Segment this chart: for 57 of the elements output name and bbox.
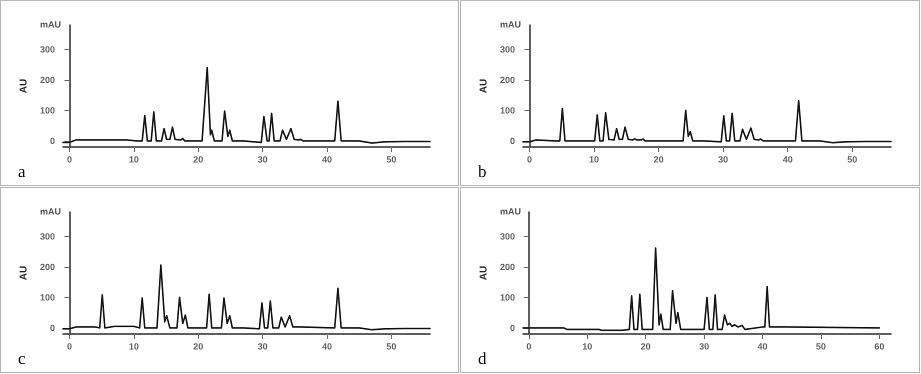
x-tick-label: 20 — [193, 342, 204, 352]
x-tick-label: 40 — [757, 342, 768, 352]
line-series — [62, 66, 431, 144]
x-tick-label: 30 — [258, 342, 268, 352]
text: mAU — [500, 206, 522, 216]
x-tick-label: 50 — [386, 342, 396, 352]
x-tick-label: 50 — [816, 342, 826, 352]
y-tick-label: 100 — [500, 292, 515, 302]
y-tick-label: 0 — [50, 322, 55, 333]
y-axis-title: AU — [18, 266, 30, 280]
y-tick-label: 0 — [510, 322, 515, 333]
x-tick-label: 40 — [322, 154, 332, 164]
text: a — [18, 162, 26, 181]
x-tick-label: 10 — [582, 342, 592, 352]
x-tick-label: 50 — [386, 154, 396, 164]
y-tick-label: 0 — [50, 136, 55, 146]
y-axis-title: AU — [478, 78, 490, 94]
text: mAU — [40, 20, 62, 30]
text: b — [478, 162, 486, 181]
x-tick-label: 20 — [640, 342, 651, 352]
x-tick-label: 30 — [699, 342, 710, 352]
text: mAU — [500, 20, 522, 30]
y-tick-label: 100 — [40, 292, 55, 302]
text: c — [18, 349, 26, 368]
x-tick-label: 20 — [193, 154, 204, 164]
line-series — [62, 264, 431, 331]
y-tick-label: 200 — [40, 74, 55, 85]
x-tick-label: 10 — [589, 154, 600, 164]
x-tick-label: 0 — [66, 154, 72, 164]
x-tick-label: 40 — [322, 342, 332, 352]
line-series — [522, 100, 892, 144]
x-tick-label: 60 — [874, 342, 884, 352]
y-tick-label: 200 — [500, 262, 515, 272]
x-tick-label: 0 — [526, 342, 532, 352]
x-tick-label: 30 — [258, 154, 268, 164]
y-tick-label: 300 — [40, 231, 55, 242]
y-tick-label: 100 — [40, 105, 55, 116]
x-tick-label: 20 — [654, 154, 664, 164]
x-tick-label: 30 — [718, 154, 728, 164]
y-tick-label: 200 — [40, 262, 55, 272]
x-tick-label: 0 — [526, 154, 532, 164]
x-tick-label: 0 — [66, 342, 72, 352]
y-tick-label: 300 — [40, 44, 55, 54]
y-tick-label: 300 — [500, 44, 515, 54]
y-tick-label: 0 — [510, 136, 515, 146]
text: d — [478, 349, 487, 368]
x-tick-label: 40 — [782, 154, 793, 164]
y-tick-label: 200 — [500, 74, 515, 85]
y-axis-title: AU — [478, 266, 490, 280]
x-tick-label: 10 — [128, 154, 139, 164]
x-tick-label: 50 — [847, 154, 858, 164]
line-series — [522, 247, 880, 332]
y-tick-label: 300 — [500, 231, 515, 242]
y-tick-label: 100 — [500, 105, 515, 116]
y-axis-title: AU — [18, 78, 30, 94]
x-tick-label: 10 — [128, 342, 139, 352]
text: mAU — [40, 206, 62, 216]
